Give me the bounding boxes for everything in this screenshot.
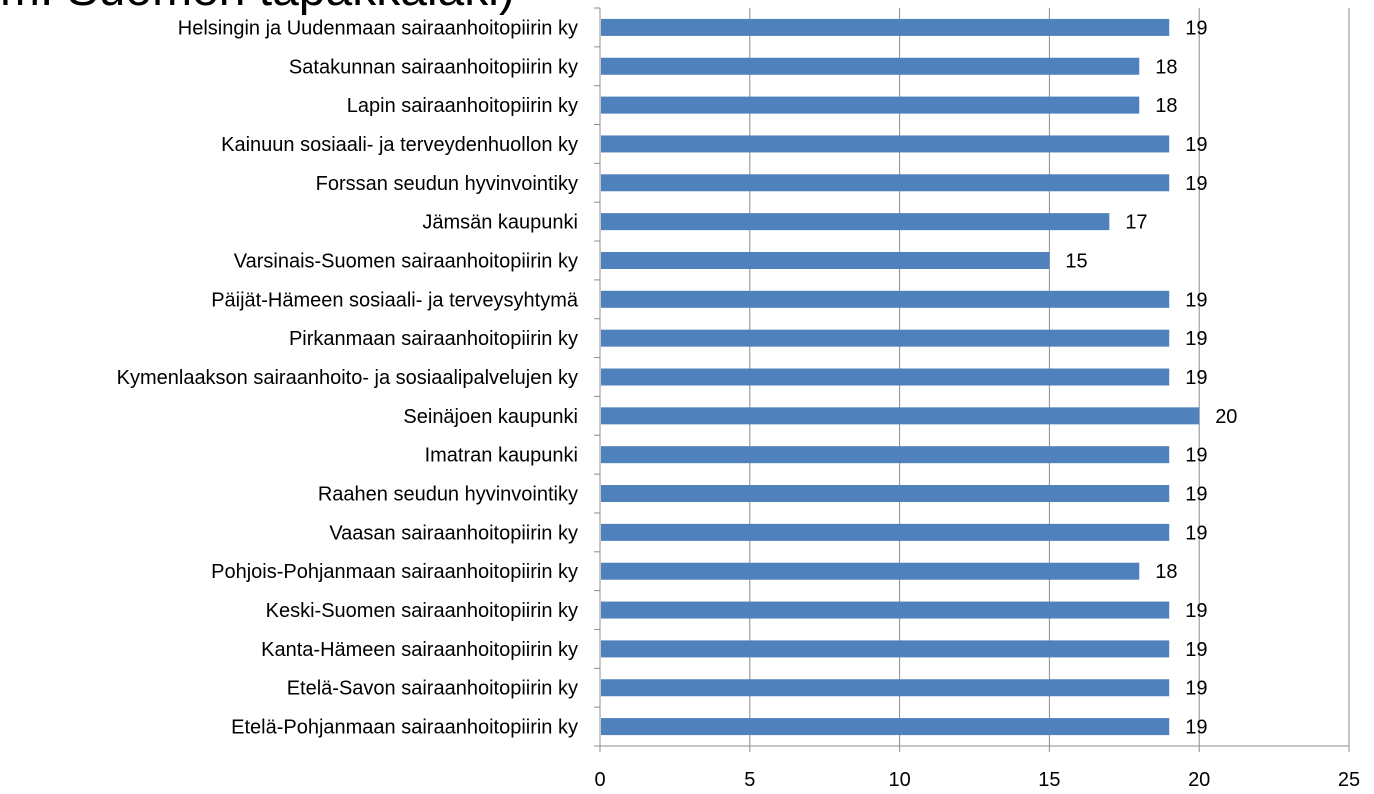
x-tick-label: 20 xyxy=(1188,769,1210,791)
data-label: 18 xyxy=(1155,56,1177,78)
category-label: Raahen seudun hyvinvointiky xyxy=(318,484,578,506)
bar xyxy=(601,329,1170,347)
category-label: Etelä-Pohjanmaan sairaanhoitopiirin ky xyxy=(231,717,578,739)
bar xyxy=(601,290,1170,308)
data-label: 19 xyxy=(1185,717,1207,739)
bars xyxy=(601,18,1200,736)
data-label: 19 xyxy=(1185,445,1207,467)
category-label: Imatran kaupunki xyxy=(425,445,578,467)
category-label: Etelä-Savon sairaanhoitopiirin ky xyxy=(287,678,578,700)
category-label: Keski-Suomen sairaanhoitopiirin ky xyxy=(266,600,578,622)
data-label: 19 xyxy=(1185,367,1207,389)
x-tick-label: 0 xyxy=(594,769,605,791)
data-label: 20 xyxy=(1215,406,1237,428)
category-label: Päijät-Hämeen sosiaali- ja terveysyhtymä xyxy=(211,289,579,311)
slide-title: m. Suomen tapakkalaki) xyxy=(0,0,515,20)
x-tick-label: 5 xyxy=(744,769,755,791)
bar xyxy=(601,18,1170,36)
bar xyxy=(601,640,1170,658)
data-label: 19 xyxy=(1185,328,1207,350)
bar xyxy=(601,57,1140,75)
bar xyxy=(601,135,1170,153)
category-label: Varsinais-Suomen sairaanhoitopiirin ky xyxy=(234,250,578,272)
bar xyxy=(601,485,1170,503)
labels: 0 5 10 15 20 25 Helsingin ja Uudenmaan sairaan… xyxy=(117,17,1361,791)
data-label: 19 xyxy=(1185,600,1207,622)
data-label: 19 xyxy=(1185,17,1207,39)
bar xyxy=(601,523,1170,541)
data-label: 19 xyxy=(1185,289,1207,311)
category-label: Kanta-Hämeen sairaanhoitopiirin ky xyxy=(261,639,578,661)
category-label: Kymenlaakson sairaanhoito- ja sosiaalipa… xyxy=(117,367,578,389)
bar xyxy=(601,562,1140,580)
category-label: Satakunnan sairaanhoitopiirin ky xyxy=(289,56,578,78)
bar xyxy=(601,407,1200,425)
bar xyxy=(601,718,1170,736)
data-label: 19 xyxy=(1185,134,1207,156)
bar xyxy=(601,679,1170,697)
category-label: Kainuun sosiaali- ja terveydenhuollon ky xyxy=(221,134,578,156)
bar xyxy=(601,368,1170,386)
data-label: 18 xyxy=(1155,95,1177,117)
bar xyxy=(601,174,1170,192)
data-label: 19 xyxy=(1185,522,1207,544)
data-label: 19 xyxy=(1185,678,1207,700)
data-label: 17 xyxy=(1125,212,1147,234)
x-tick-label: 25 xyxy=(1338,769,1360,791)
data-label: 19 xyxy=(1185,173,1207,195)
x-tick-label: 15 xyxy=(1038,769,1060,791)
bar xyxy=(601,213,1110,231)
category-label: Helsingin ja Uudenmaan sairaanhoitopiiri… xyxy=(178,17,578,39)
category-label: Pirkanmaan sairaanhoitopiirin ky xyxy=(289,328,578,350)
axes xyxy=(594,7,1350,752)
bar xyxy=(601,251,1050,269)
category-label: Forssan seudun hyvinvointiky xyxy=(316,173,578,195)
category-label: Seinäjoen kaupunki xyxy=(403,406,578,428)
category-label: Jämsän kaupunki xyxy=(422,212,578,234)
category-label: Lapin sairaanhoitopiirin ky xyxy=(347,95,578,117)
x-tick-label: 10 xyxy=(888,769,910,791)
category-label: Vaasan sairaanhoitopiirin ky xyxy=(329,522,578,544)
bar xyxy=(601,601,1170,619)
bar xyxy=(601,446,1170,464)
bar xyxy=(601,96,1140,114)
data-label: 19 xyxy=(1185,484,1207,506)
category-label: Pohjois-Pohjanmaan sairaanhoitopiirin ky xyxy=(211,561,578,583)
data-label: 19 xyxy=(1185,639,1207,661)
data-label: 15 xyxy=(1065,250,1087,272)
data-label: 18 xyxy=(1155,561,1177,583)
